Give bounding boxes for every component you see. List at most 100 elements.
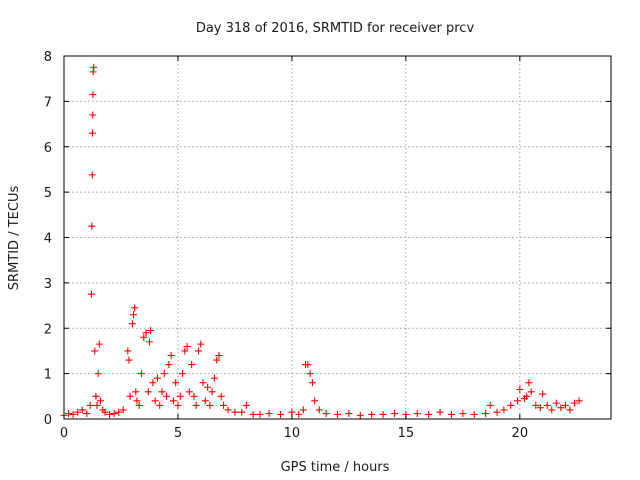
data-point bbox=[231, 408, 239, 416]
data-point bbox=[133, 397, 141, 405]
data-point bbox=[322, 410, 330, 418]
data-point bbox=[87, 290, 95, 298]
data-point bbox=[213, 356, 221, 364]
y-tick-label: 2 bbox=[44, 322, 52, 337]
data-point bbox=[543, 401, 551, 409]
y-tick-label: 0 bbox=[44, 413, 52, 428]
data-point bbox=[249, 410, 257, 418]
data-point bbox=[88, 171, 96, 179]
data-point bbox=[69, 410, 77, 418]
data-point bbox=[486, 401, 494, 409]
data-point bbox=[436, 408, 444, 416]
data-point bbox=[557, 404, 565, 412]
data-point bbox=[215, 351, 223, 359]
data-point bbox=[183, 342, 191, 350]
data-point bbox=[95, 340, 103, 348]
y-tick-label: 7 bbox=[44, 95, 52, 110]
data-point bbox=[368, 410, 376, 418]
data-point bbox=[78, 406, 86, 414]
data-point bbox=[91, 347, 99, 355]
data-point bbox=[194, 347, 202, 355]
data-point bbox=[532, 401, 540, 409]
data-point bbox=[167, 351, 175, 359]
data-point bbox=[174, 401, 182, 409]
data-point bbox=[493, 408, 501, 416]
data-point bbox=[523, 392, 531, 400]
data-point bbox=[156, 401, 164, 409]
data-point bbox=[190, 392, 198, 400]
x-tick-label: 20 bbox=[512, 426, 529, 441]
chart-title: Day 318 of 2016, SRMTID for receiver prc… bbox=[196, 21, 475, 36]
data-point bbox=[482, 410, 490, 418]
x-tick-label: 10 bbox=[284, 426, 301, 441]
data-point bbox=[295, 410, 303, 418]
data-point bbox=[552, 399, 560, 407]
data-point bbox=[130, 311, 138, 319]
data-point bbox=[299, 406, 307, 414]
data-point bbox=[124, 347, 132, 355]
data-point bbox=[315, 406, 323, 414]
data-point bbox=[536, 404, 544, 412]
data-point bbox=[151, 397, 159, 405]
data-point bbox=[140, 333, 148, 341]
data-point bbox=[158, 388, 166, 396]
data-point bbox=[507, 401, 515, 409]
data-point bbox=[165, 361, 173, 369]
data-point bbox=[334, 410, 341, 418]
data-point bbox=[571, 399, 579, 407]
data-point bbox=[192, 401, 200, 409]
y-tick-label: 4 bbox=[44, 232, 52, 247]
data-point bbox=[147, 327, 155, 335]
grid bbox=[64, 56, 611, 419]
data-point bbox=[128, 320, 136, 328]
y-tick-label: 6 bbox=[44, 141, 52, 156]
data-point bbox=[101, 408, 109, 416]
data-point bbox=[94, 370, 102, 378]
data-point bbox=[135, 401, 143, 409]
data-point bbox=[470, 410, 478, 418]
data-point bbox=[96, 397, 104, 405]
x-tick-label: 15 bbox=[398, 426, 415, 441]
data-point bbox=[163, 392, 171, 400]
data-point bbox=[356, 411, 364, 419]
x-tick-label: 5 bbox=[174, 426, 182, 441]
data-point bbox=[306, 370, 314, 378]
data-point bbox=[425, 410, 433, 418]
data-point bbox=[89, 91, 97, 99]
data-point bbox=[459, 410, 467, 418]
data-point bbox=[169, 397, 177, 405]
data-point bbox=[83, 410, 91, 418]
y-tick-label: 5 bbox=[44, 186, 52, 201]
data-point bbox=[561, 401, 569, 409]
data-point bbox=[514, 397, 522, 405]
data-point bbox=[119, 406, 127, 414]
data-point bbox=[256, 410, 264, 418]
data-point bbox=[88, 222, 96, 230]
data-point bbox=[390, 410, 398, 418]
data-point bbox=[131, 304, 139, 312]
data-point bbox=[199, 379, 207, 387]
data-point bbox=[197, 340, 205, 348]
data-point bbox=[93, 401, 101, 409]
data-point bbox=[527, 388, 535, 396]
data-point bbox=[137, 370, 145, 378]
data-point bbox=[525, 379, 533, 387]
data-point bbox=[172, 379, 180, 387]
data-point bbox=[413, 410, 421, 418]
data-point bbox=[242, 401, 250, 409]
data-point bbox=[160, 370, 168, 378]
data-point bbox=[89, 111, 97, 119]
data-point bbox=[566, 406, 574, 414]
x-tick-label: 0 bbox=[60, 426, 68, 441]
data-point bbox=[217, 392, 225, 400]
y-tick-label: 8 bbox=[44, 50, 52, 65]
data-point bbox=[188, 361, 196, 369]
data-point bbox=[220, 401, 228, 409]
data-point bbox=[144, 388, 152, 396]
data-point bbox=[65, 410, 73, 418]
data-point bbox=[201, 397, 209, 405]
data-point bbox=[145, 338, 153, 346]
data-point bbox=[90, 63, 98, 71]
data-point bbox=[132, 388, 140, 396]
